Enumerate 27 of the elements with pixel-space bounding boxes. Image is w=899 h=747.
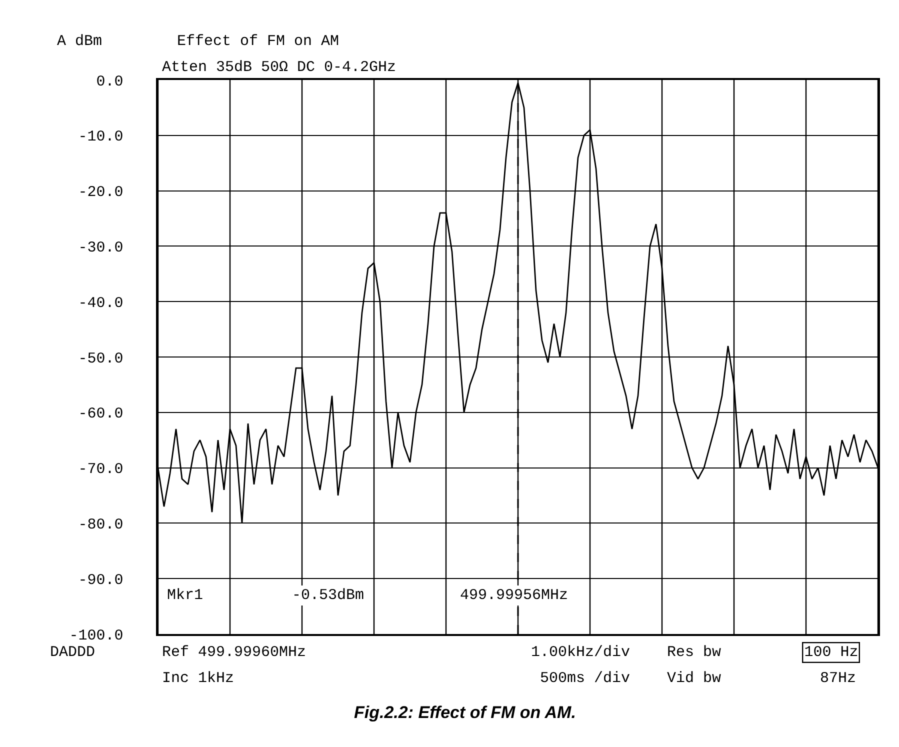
chart-title: Effect of FM on AM (177, 33, 340, 50)
y-tick-label: 0.0 (96, 73, 124, 90)
y-tick-label: -10.0 (78, 128, 124, 146)
text: 100 Hz (804, 644, 858, 662)
text: DADDD (50, 644, 96, 661)
y-tick-label: -40.0 (78, 294, 124, 312)
text: 500ms /div (540, 670, 630, 687)
text: Ref 499.99960MHz (162, 644, 306, 661)
y-tick-label: -90.0 (78, 572, 124, 589)
y-tick-label: -30.0 (78, 239, 124, 256)
text: Vid bw (667, 670, 722, 687)
text: Inc 1kHz (162, 670, 234, 687)
text: 1.00kHz/div (531, 644, 630, 661)
text: Res bw (667, 644, 722, 661)
y-tick-label: -50.0 (78, 350, 124, 368)
y-axis-title: A dBm (57, 33, 102, 50)
annotation: -0.53dBm (292, 587, 364, 604)
y-tick-label: -70.0 (78, 461, 124, 478)
caption: Fig.2.2: Effect of FM on AM. (354, 703, 576, 722)
annotation: 499.99956MHz (460, 587, 568, 604)
chart-subtitle: Atten 35dB 50Ω DC 0-4.2GHz (162, 59, 396, 76)
text: 87Hz (820, 670, 856, 687)
y-tick-label: -80.0 (78, 516, 124, 534)
y-tick-label: -60.0 (78, 406, 124, 423)
y-tick-label: -20.0 (78, 184, 124, 202)
annotation: Mkr1 (167, 587, 204, 604)
y-tick-label: -100.0 (69, 627, 124, 644)
